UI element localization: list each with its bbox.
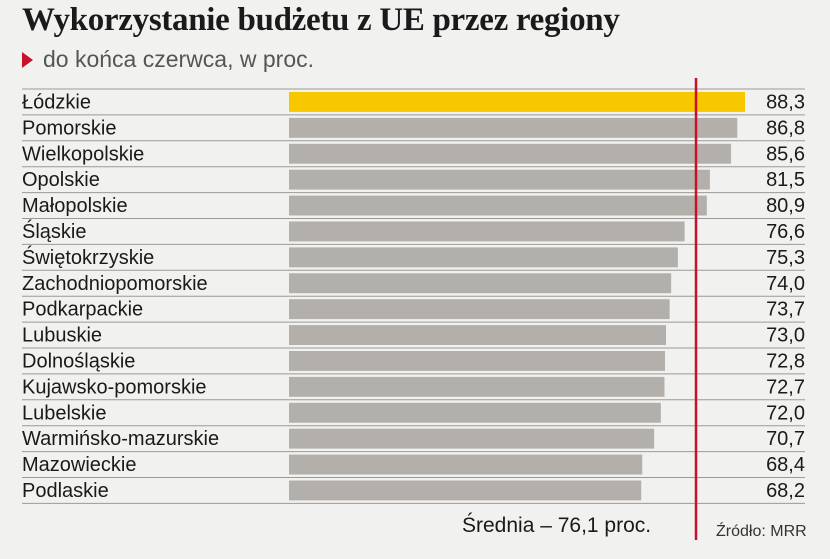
category-label: Warmińsko-mazurskie	[22, 428, 219, 450]
bar	[289, 169, 710, 190]
bar	[289, 325, 667, 345]
category-label: Świętokrzyskie	[22, 245, 154, 269]
value-label: 76,6	[766, 221, 805, 243]
bar	[289, 376, 665, 397]
category-label: Małopolskie	[22, 195, 128, 217]
bar	[289, 92, 745, 112]
bar	[289, 428, 655, 449]
category-label: Pomorskie	[22, 117, 116, 139]
value-label: 72,0	[766, 402, 805, 424]
source-note: Źródło: MRR	[716, 523, 807, 540]
bar	[289, 299, 670, 320]
chart-subtitle: do końca czerwca, w proc.	[43, 46, 315, 72]
chart-rows: Łódzkie 88,3 Pomorskie 86,8 Wielkopolskie 85,…	[22, 88, 805, 504]
value-label: 81,5	[766, 169, 805, 191]
value-label: 73,7	[766, 299, 805, 321]
bar	[289, 221, 685, 242]
category-label: Wielkopolskie	[22, 143, 144, 165]
value-label: 68,4	[766, 454, 805, 476]
value-label: 74,0	[766, 273, 805, 295]
subtitle-row: do końca czerwca, w proc.	[22, 46, 314, 73]
category-label: Opolskie	[22, 169, 100, 191]
value-label: 86,8	[766, 117, 805, 139]
category-label: Mazowieckie	[22, 454, 136, 476]
bar	[289, 195, 707, 216]
bar	[289, 402, 661, 423]
value-label: 80,9	[766, 195, 805, 217]
category-label: Łódzkie	[22, 92, 91, 114]
average-label: Średnia – 76,1 proc.	[462, 514, 652, 537]
value-label: 73,0	[766, 325, 805, 347]
category-label: Kujawsko-pomorskie	[22, 376, 207, 398]
category-label: Podkarpackie	[22, 299, 143, 321]
chart-title: Wykorzystanie budżetu z UE przez regiony	[22, 2, 620, 38]
bar	[289, 480, 642, 501]
bar	[289, 143, 732, 164]
value-label: 70,7	[766, 428, 805, 450]
value-label: 85,6	[766, 143, 805, 165]
value-label: 68,2	[766, 480, 805, 502]
value-label: 72,7	[766, 376, 805, 398]
bar	[289, 117, 738, 138]
bar	[289, 247, 678, 268]
bar	[289, 351, 665, 371]
category-label: Śląskie	[22, 219, 86, 243]
category-label: Zachodniopomorskie	[22, 273, 208, 295]
value-label: 88,3	[766, 92, 805, 114]
triangle-marker-icon	[22, 51, 33, 68]
value-label: 72,8	[766, 351, 805, 373]
bar	[289, 454, 643, 475]
category-label: Lubuskie	[22, 325, 102, 347]
category-label: Dolnośląskie	[22, 351, 135, 373]
category-label: Lubelskie	[22, 402, 107, 424]
value-label: 75,3	[766, 247, 805, 269]
bar	[289, 273, 672, 294]
category-label: Podlaskie	[22, 480, 109, 502]
